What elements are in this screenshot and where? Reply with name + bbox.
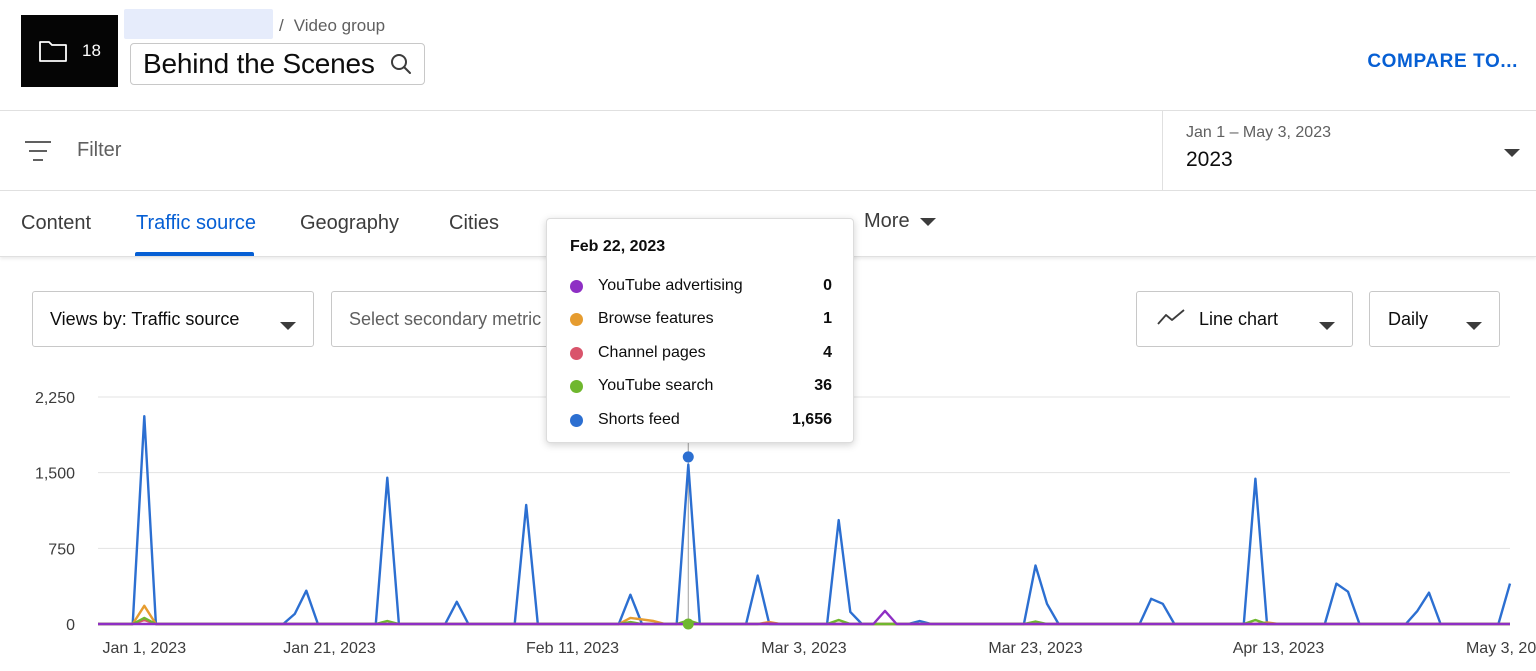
x-tick-label: Apr 13, 2023 bbox=[1233, 640, 1325, 657]
breadcrumb-current: Video group bbox=[293, 16, 386, 35]
granularity-dropdown[interactable]: Daily bbox=[1369, 291, 1500, 347]
breadcrumb-separator: / bbox=[279, 16, 284, 35]
chevron-down-icon bbox=[1319, 315, 1335, 336]
tooltip-series-value: 1,656 bbox=[791, 411, 832, 428]
x-tick-label: Mar 3, 2023 bbox=[761, 640, 846, 657]
tooltip-series-name: Channel pages bbox=[598, 344, 706, 361]
tab-more[interactable]: More bbox=[864, 210, 936, 233]
chart-type-label: Line chart bbox=[1199, 308, 1279, 329]
tooltip-row: YouTube advertising 0 bbox=[570, 275, 832, 297]
tab-cities[interactable]: Cities bbox=[449, 212, 500, 234]
compare-to-button[interactable]: COMPARE TO... bbox=[1367, 51, 1518, 72]
tooltip-row: Browse features 1 bbox=[570, 308, 832, 330]
page-header: 18 / Video group Behind the Scenes COMPAR… bbox=[0, 0, 1536, 111]
x-tick-label: Feb 11, 2023 bbox=[526, 640, 619, 657]
y-tick-label: 0 bbox=[66, 617, 75, 634]
views-by-dropdown[interactable]: Views by: Traffic source bbox=[32, 291, 314, 347]
tooltip-series-name: Browse features bbox=[598, 310, 714, 327]
breadcrumb: / Video group bbox=[279, 16, 385, 36]
video-group-thumbnail[interactable]: 18 bbox=[21, 15, 118, 87]
tooltip-series-value: 0 bbox=[823, 277, 832, 294]
tab-content[interactable]: Content bbox=[21, 212, 92, 234]
tooltip-row: YouTube search 36 bbox=[570, 375, 832, 397]
chevron-down-icon bbox=[919, 210, 936, 233]
active-tab-indicator bbox=[135, 252, 254, 256]
tab-traffic-source[interactable]: Traffic source bbox=[136, 212, 257, 234]
video-count: 18 bbox=[82, 41, 101, 60]
legend-dot bbox=[570, 312, 583, 326]
x-tick-label: Mar 23, 2023 bbox=[988, 640, 1082, 657]
filter-bar: Filter Jan 1 – May 3, 2023 2023 bbox=[0, 111, 1536, 191]
folder-icon bbox=[38, 39, 68, 63]
date-range-text: Jan 1 – May 3, 2023 bbox=[1186, 124, 1331, 141]
series-line bbox=[98, 604, 1510, 626]
chevron-down-icon bbox=[1466, 315, 1482, 336]
date-range-selector[interactable]: Jan 1 – May 3, 2023 2023 bbox=[1162, 111, 1536, 190]
series-line bbox=[98, 609, 1510, 626]
legend-dot bbox=[570, 346, 583, 360]
chart-type-dropdown[interactable]: Line chart bbox=[1136, 291, 1353, 347]
tooltip-series-name: YouTube search bbox=[598, 377, 714, 394]
tooltip-series-value: 36 bbox=[814, 377, 832, 394]
traffic-source-chart[interactable]: 2,250 1,500 750 0 Jan 1, 2023 Jan 21, 2023 Feb… bbox=[0, 370, 1536, 671]
x-tick-label: May 3, 2023 bbox=[1466, 640, 1536, 657]
date-period: 2023 bbox=[1186, 148, 1233, 171]
y-tick-label: 2,250 bbox=[35, 390, 75, 407]
tooltip-series-value: 4 bbox=[823, 344, 832, 361]
series-line bbox=[98, 415, 1512, 626]
tooltip-series-name: YouTube advertising bbox=[598, 277, 743, 294]
x-tick-label: Jan 1, 2023 bbox=[102, 640, 186, 657]
filter-input[interactable]: Filter bbox=[77, 139, 122, 161]
chevron-down-icon bbox=[280, 315, 296, 336]
filter-icon[interactable] bbox=[24, 139, 52, 168]
legend-dot bbox=[570, 279, 583, 293]
page-title: Behind the Scenes bbox=[143, 48, 375, 79]
search-icon[interactable] bbox=[389, 52, 413, 76]
highlight-point bbox=[682, 451, 694, 463]
y-tick-label: 750 bbox=[48, 541, 75, 558]
views-by-label: Views by: Traffic source bbox=[50, 308, 240, 329]
chart-tooltip: Feb 22, 2023 YouTube advertising 0 Brows… bbox=[546, 218, 854, 443]
secondary-metric-placeholder: Select secondary metric bbox=[349, 308, 542, 329]
granularity-label: Daily bbox=[1388, 308, 1429, 329]
highlight-point bbox=[682, 618, 694, 630]
legend-dot bbox=[570, 413, 583, 427]
breadcrumb-channel[interactable] bbox=[124, 9, 273, 39]
tooltip-date: Feb 22, 2023 bbox=[570, 238, 666, 255]
line-chart-icon bbox=[1157, 308, 1185, 331]
x-tick-label: Jan 21, 2023 bbox=[283, 640, 376, 657]
group-title-selector[interactable]: Behind the Scenes bbox=[130, 43, 425, 85]
tab-geography[interactable]: Geography bbox=[300, 212, 399, 234]
y-tick-label: 1,500 bbox=[35, 466, 75, 483]
tooltip-series-value: 1 bbox=[823, 310, 832, 327]
tab-more-label: More bbox=[864, 210, 910, 232]
tooltip-series-name: Shorts feed bbox=[598, 411, 680, 428]
line-chart-svg: 2,250 1,500 750 0 Jan 1, 2023 Jan 21, 2023 Feb… bbox=[35, 370, 1536, 657]
tooltip-row: Channel pages 4 bbox=[570, 342, 832, 364]
tooltip-row: Shorts feed 1,656 bbox=[570, 409, 832, 431]
chevron-down-icon bbox=[1504, 145, 1520, 163]
legend-dot bbox=[570, 379, 583, 393]
